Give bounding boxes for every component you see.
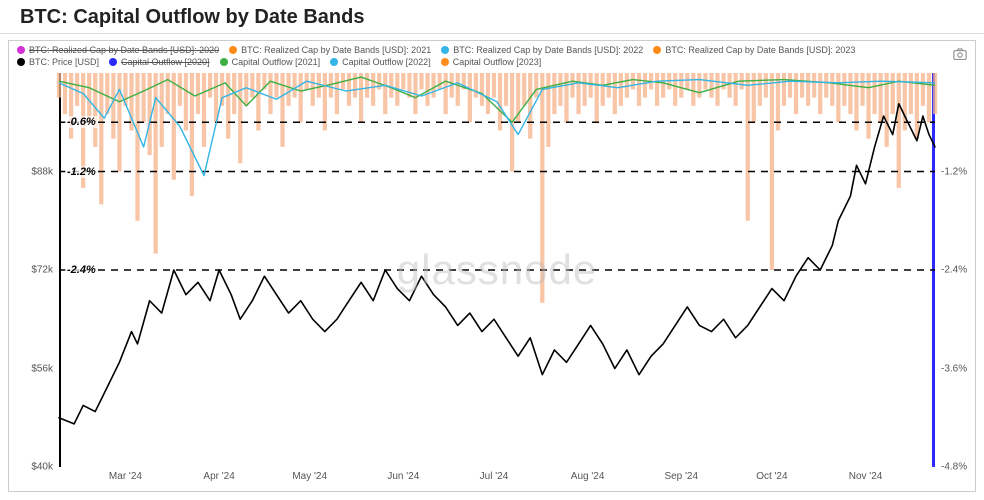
legend-swatch [653, 46, 661, 54]
x-tick: May '24 [292, 471, 327, 482]
legend-swatch [17, 58, 25, 66]
x-tick: Mar '24 [109, 471, 142, 482]
y-right-tick: -2.4% [941, 265, 967, 276]
legend-item[interactable]: BTC: Realized Cap by Date Bands [USD]: 2… [653, 45, 855, 55]
legend: BTC: Realized Cap by Date Bands [USD]: 2… [17, 45, 945, 67]
legend-swatch [220, 58, 228, 66]
chart-container: BTC: Realized Cap by Date Bands [USD]: 2… [8, 40, 976, 492]
y-left-tick: $88k [31, 166, 53, 177]
legend-label: BTC: Realized Cap by Date Bands [USD]: 2… [665, 45, 855, 55]
legend-swatch [229, 46, 237, 54]
legend-swatch [17, 46, 25, 54]
legend-label: Capital Outflow [2020] [121, 57, 210, 67]
x-tick: Aug '24 [571, 471, 605, 482]
reference-line-label: -2.4% [65, 264, 98, 276]
legend-item[interactable]: Capital Outflow [2022] [330, 57, 431, 67]
legend-label: Capital Outflow [2023] [453, 57, 542, 67]
legend-label: BTC: Price [USD] [29, 57, 99, 67]
x-tick: Nov '24 [849, 471, 883, 482]
x-tick: Sep '24 [664, 471, 698, 482]
legend-label: Capital Outflow [2021] [232, 57, 321, 67]
x-tick: Apr '24 [203, 471, 234, 482]
legend-label: BTC: Realized Cap by Date Bands [USD]: 2… [29, 45, 219, 55]
y-right-tick: -3.6% [941, 363, 967, 374]
legend-item[interactable]: Capital Outflow [2023] [441, 57, 542, 67]
legend-item[interactable]: BTC: Realized Cap by Date Bands [USD]: 2… [229, 45, 431, 55]
x-tick: Jul '24 [480, 471, 509, 482]
x-axis: Mar '24 Apr '24 May '24 Jun '24 Jul '24 Aug '… [59, 467, 935, 491]
legend-label: BTC: Realized Cap by Date Bands [USD]: 2… [241, 45, 431, 55]
legend-item[interactable]: BTC: Price [USD] [17, 57, 99, 67]
y-axis-right: -4.8%-3.6%-2.4%-1.2% [935, 73, 975, 467]
legend-swatch [441, 58, 449, 66]
x-tick: Oct '24 [756, 471, 787, 482]
legend-item[interactable]: Capital Outflow [2020] [109, 57, 210, 67]
legend-label: Capital Outflow [2022] [342, 57, 431, 67]
legend-swatch [330, 58, 338, 66]
title-bar: BTC: Capital Outflow by Date Bands [0, 0, 984, 34]
legend-item[interactable]: BTC: Realized Cap by Date Bands [USD]: 2… [17, 45, 219, 55]
legend-swatch [109, 58, 117, 66]
y-left-tick: $56k [31, 363, 53, 374]
y-left-tick: $72k [31, 265, 53, 276]
y-left-tick: $40k [31, 462, 53, 473]
legend-label: BTC: Realized Cap by Date Bands [USD]: 2… [453, 45, 643, 55]
x-tick: Jun '24 [387, 471, 419, 482]
y-axis-left: $40k$56k$72k$88k [9, 73, 59, 467]
chart-title: BTC: Capital Outflow by Date Bands [20, 6, 972, 29]
reference-line-label: -1.2% [65, 166, 98, 178]
y-right-tick: -1.2% [941, 166, 967, 177]
camera-icon[interactable] [953, 47, 967, 59]
legend-item[interactable]: BTC: Realized Cap by Date Bands [USD]: 2… [441, 45, 643, 55]
y-right-tick: -4.8% [941, 462, 967, 473]
legend-swatch [441, 46, 449, 54]
legend-item[interactable]: Capital Outflow [2021] [220, 57, 321, 67]
reference-line-label: -0.6% [65, 116, 98, 128]
chart-svg [59, 73, 935, 467]
plot-area: glassnode -0.6%-1.2%-2.4% [59, 73, 935, 467]
